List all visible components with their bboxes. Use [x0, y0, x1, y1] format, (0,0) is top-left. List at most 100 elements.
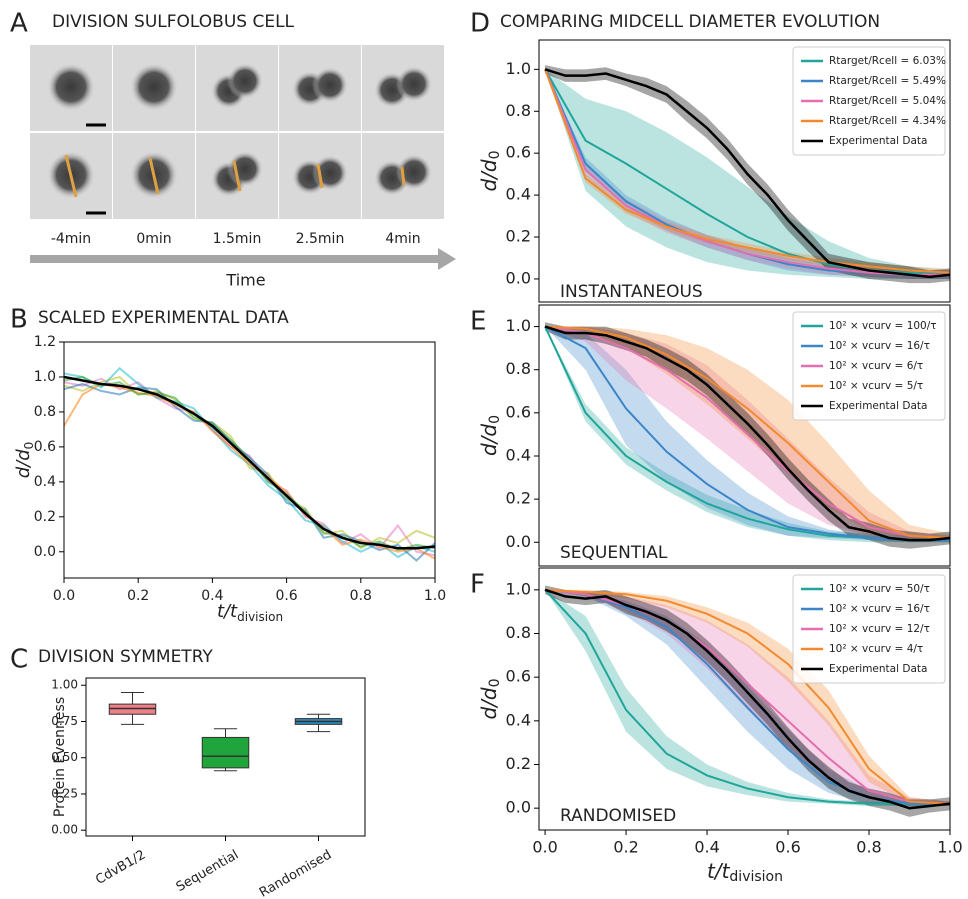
division-plane	[400, 166, 406, 186]
x-tick-label: 0.2	[613, 838, 638, 857]
axis-label-sub: 0	[487, 415, 503, 424]
series-line	[544, 68, 950, 279]
time-label: 1.5min	[213, 231, 262, 247]
series-line	[544, 589, 950, 805]
band	[545, 589, 950, 806]
legend-label: 10² × vcurv = 16/τ	[829, 340, 930, 352]
legend-label: Rtarget/Rcell = 4.34%	[829, 115, 946, 127]
series-line	[544, 68, 950, 276]
y-tick-label: 0.2	[506, 227, 531, 246]
legend-label: 10² × vcurv = 5/τ	[829, 380, 923, 392]
y-tick-label: 0.4	[506, 710, 531, 729]
band	[545, 589, 950, 806]
axis-label-main: d/d	[477, 687, 501, 719]
series-line	[64, 375, 435, 550]
y-tick-label: 0.6	[506, 667, 531, 686]
axes-frame	[538, 304, 951, 567]
plot-area	[108, 691, 343, 772]
legend-label: Experimental Data	[829, 663, 927, 675]
y-tick-label: 0.0	[34, 544, 56, 560]
series-line	[545, 588, 950, 805]
arrow-label: Time	[225, 271, 265, 290]
y-tick-label: 0.6	[34, 439, 56, 455]
axis-label: d/d0	[13, 442, 36, 479]
x-tick-label: 0.8	[856, 838, 881, 857]
y-tick-label: 0.8	[506, 359, 531, 378]
cell	[227, 63, 263, 99]
x-tick-label: 0.0	[53, 588, 75, 604]
legend-label: 10² × vcurv = 50/τ	[829, 583, 930, 595]
y-tick-label: 0.75	[51, 714, 78, 728]
y-tick-label: 0.8	[34, 404, 56, 420]
time-arrow	[30, 248, 456, 270]
axis-label-sub: 0	[22, 442, 36, 450]
y-tick-label: 1.0	[506, 316, 531, 335]
plot-area	[544, 65, 950, 284]
axis-label: d/d0	[477, 678, 504, 719]
axis-label-main: t/t	[707, 859, 731, 883]
panel-d: D COMPARING MIDCELL DIAMETER EVOLUTION 0.0…	[470, 9, 951, 303]
plot-area	[544, 585, 950, 817]
panel-letter: E	[470, 307, 486, 337]
cell	[130, 63, 178, 111]
y-tick-label: 0.50	[51, 750, 78, 764]
x-tick-label: Randomised	[257, 848, 334, 899]
series-line	[544, 588, 950, 805]
series-line	[544, 325, 950, 542]
x-tick-label: 0.0	[532, 838, 557, 857]
y-tick-label: 0.8	[506, 623, 531, 642]
band	[545, 589, 950, 806]
y-tick-label: 0.4	[506, 445, 531, 464]
x-tick-label: 0.8	[350, 588, 372, 604]
y-tick-label: 0.00	[51, 823, 78, 837]
panel-b: B SCALED EXPERIMENTAL DATA 0.0 0.2 0.4 0.6 0.8…	[10, 305, 446, 624]
axis-label: d/d0	[477, 150, 504, 191]
axes-frame	[538, 39, 951, 303]
panel-title: DIVISION SULFOLOBUS CELL	[52, 12, 295, 32]
cell	[312, 155, 348, 191]
series-line	[544, 68, 950, 274]
y-tick-label: 1.2	[34, 334, 56, 350]
x-tick-label: 0.6	[775, 838, 800, 857]
x-tick-label: CdvB1/2	[93, 848, 148, 888]
axes-frame	[538, 567, 951, 831]
division-plane	[232, 160, 242, 192]
axis-label: d/d0	[477, 415, 504, 456]
legend-box	[792, 311, 946, 421]
cell	[227, 151, 263, 187]
series-line	[544, 325, 950, 542]
panel-title: DIVISION SYMMETRY	[38, 647, 213, 667]
panel-letter: F	[470, 570, 485, 600]
y-tick-label: 0.6	[506, 143, 531, 162]
cell	[47, 63, 95, 111]
x-tick-label: 1.0	[937, 838, 962, 857]
panel-title: COMPARING MIDCELL DIAMETER EVOLUTION	[500, 12, 880, 32]
x-tick-label: 0.2	[127, 588, 149, 604]
series-line	[64, 382, 435, 560]
y-tick-label: 0.0	[506, 268, 531, 287]
legend-box	[792, 46, 946, 156]
x-tick-label: 0.4	[201, 588, 223, 604]
y-tick-label: 0.8	[506, 101, 531, 120]
box	[201, 736, 250, 769]
axis-label-sub: 0	[487, 678, 503, 687]
panel-letter: C	[10, 645, 28, 675]
annotation: SEQUENTIAL	[560, 543, 668, 563]
axis-label: t/tdivision	[707, 859, 783, 886]
plot-area	[64, 366, 435, 562]
cell	[312, 67, 348, 103]
legend-label: Rtarget/Rcell = 6.03%	[829, 55, 946, 67]
y-tick-label: 1.0	[506, 579, 531, 598]
y-tick-label: 0.0	[506, 532, 531, 551]
panel-e: E 0.0 0.2 0.4 0.6 0.8 1.0 d/d0 SEQUENTIAL 10² × v…	[470, 304, 951, 567]
panel-letter: A	[10, 9, 28, 39]
axes-frame	[85, 677, 366, 837]
legend-label: 10² × vcurv = 16/τ	[829, 603, 930, 615]
axis-label: Protein Evenness	[52, 697, 68, 817]
x-tick-label: 0.6	[275, 588, 297, 604]
axis-label-main: d/d	[13, 449, 34, 478]
panel-c: C DIVISION SYMMETRY 0.00 0.25 0.50 0.75 1.00 Pr…	[10, 645, 366, 899]
division-plane	[64, 154, 78, 198]
division-plane	[148, 157, 160, 195]
